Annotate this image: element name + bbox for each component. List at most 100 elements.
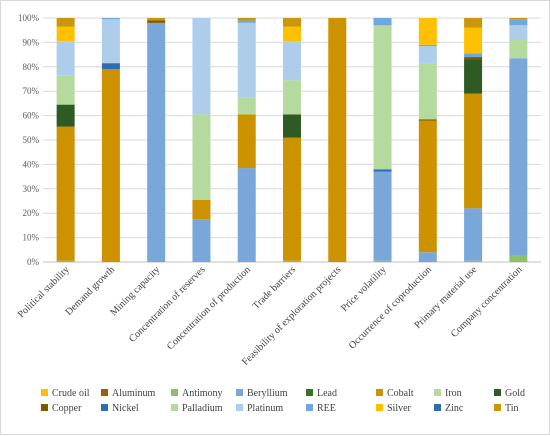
bar-segment xyxy=(464,53,483,58)
bar-segment xyxy=(237,18,256,21)
bar-segment xyxy=(237,22,256,98)
bar-segment xyxy=(509,58,528,256)
bar-stack xyxy=(192,18,211,262)
bar-segment xyxy=(56,126,75,261)
bar-segment xyxy=(237,168,256,262)
bar-segment xyxy=(283,18,301,27)
bar-stack xyxy=(283,18,301,262)
legend-label: Silver xyxy=(387,403,412,414)
legend-label: Palladium xyxy=(182,403,223,414)
legend-item: Gold xyxy=(494,388,525,399)
x-tick-label: Price volatility xyxy=(339,264,389,314)
legend-swatch xyxy=(494,389,501,396)
bar-segment xyxy=(464,93,483,209)
bar-segment xyxy=(283,26,301,42)
legend-swatch xyxy=(376,389,383,396)
bar-segment xyxy=(56,18,75,27)
bar-segment xyxy=(237,114,256,169)
bar-segment xyxy=(509,39,528,59)
legend-swatch xyxy=(236,389,243,396)
legend-swatch xyxy=(306,389,313,396)
y-tick-label: 70% xyxy=(23,86,40,96)
x-tick-label: Concentration of reserves xyxy=(127,264,208,345)
legend-item: Iron xyxy=(434,388,462,399)
legend-swatch xyxy=(171,389,178,396)
bar-segment xyxy=(56,260,75,262)
legend-item: Zinc xyxy=(434,403,464,414)
legend-item: Beryllium xyxy=(236,388,288,399)
bar-segment xyxy=(283,137,301,261)
legend-item: Antimony xyxy=(171,388,223,399)
bar-segment xyxy=(283,80,301,115)
bar-stack xyxy=(56,18,75,262)
bar-segment xyxy=(509,19,528,26)
y-tick-label: 30% xyxy=(23,184,40,194)
bar-segment xyxy=(418,119,437,121)
bar-segment xyxy=(373,169,392,172)
legend-item: Silver xyxy=(376,403,412,414)
x-tick-label: Occurrence of coproduction xyxy=(347,264,434,351)
x-tick-label: Feasibility of exploration projects xyxy=(240,264,343,367)
x-tick-label: Trade barriers xyxy=(251,264,298,311)
legend-item: Crude oil xyxy=(41,388,90,399)
bar-stack xyxy=(147,18,166,262)
legend-item: Platinum xyxy=(236,403,283,414)
bar-segment xyxy=(418,46,437,64)
legend-item: Palladium xyxy=(171,403,223,414)
bar-segment xyxy=(418,252,437,262)
y-tick-label: 90% xyxy=(23,37,40,47)
legend-label: Tin xyxy=(505,403,519,414)
legend-label: Nickel xyxy=(112,403,139,414)
legend-label: Beryllium xyxy=(247,388,288,399)
legend-label: Platinum xyxy=(247,403,283,414)
legend-swatch xyxy=(434,404,441,411)
legend-label: Aluminum xyxy=(112,388,156,399)
y-tick-label: 20% xyxy=(23,208,40,218)
bar-segment xyxy=(147,20,166,23)
legend-swatch xyxy=(434,389,441,396)
bar-stack xyxy=(464,18,483,262)
bar-segment xyxy=(464,57,483,60)
legend-swatch xyxy=(41,404,48,411)
bar-stack xyxy=(509,18,528,262)
bar-segment xyxy=(101,69,120,263)
bar-segment xyxy=(464,18,483,28)
bar-segment xyxy=(283,114,301,138)
y-tick-label: 0% xyxy=(27,257,40,267)
bar-stack xyxy=(418,18,437,262)
y-tick-label: 100% xyxy=(18,13,40,23)
bar-segment xyxy=(56,26,75,42)
legend-label: REE xyxy=(317,403,336,414)
x-tick-label: Political stability xyxy=(16,264,72,320)
legend-item: Aluminum xyxy=(101,388,156,399)
x-tick-label: Concentration of production xyxy=(165,264,253,352)
bar-segment xyxy=(464,59,483,94)
bar-stack xyxy=(237,18,256,262)
bar-stack xyxy=(101,18,120,263)
bar-segment xyxy=(283,260,301,262)
legend-label: Zinc xyxy=(445,403,464,414)
legend-item: REE xyxy=(306,403,336,414)
bar-segment xyxy=(147,18,166,21)
bar-stack xyxy=(373,18,392,262)
legend-swatch xyxy=(376,404,383,411)
legend-item: Lead xyxy=(306,388,337,399)
bar-segment xyxy=(101,63,120,70)
bar-segment xyxy=(101,19,120,64)
legend-label: Antimony xyxy=(182,388,223,399)
y-tick-label: 40% xyxy=(23,159,40,169)
bar-segment xyxy=(56,75,75,105)
y-tick-label: 60% xyxy=(23,111,40,121)
legend: Crude oil Aluminum Antimony Beryllium Lead Co… xyxy=(41,388,525,414)
y-axis-ticks: 0% 10% 20% 30% 40% 50% 60% 70% 80% 90% 100% xyxy=(18,13,40,267)
legend-swatch xyxy=(101,389,108,396)
legend-label: Lead xyxy=(317,388,337,399)
bar-segment xyxy=(509,18,528,20)
bar-segment xyxy=(328,18,347,262)
legend-swatch xyxy=(236,404,243,411)
bar-segment xyxy=(237,97,256,115)
bars xyxy=(56,18,528,263)
